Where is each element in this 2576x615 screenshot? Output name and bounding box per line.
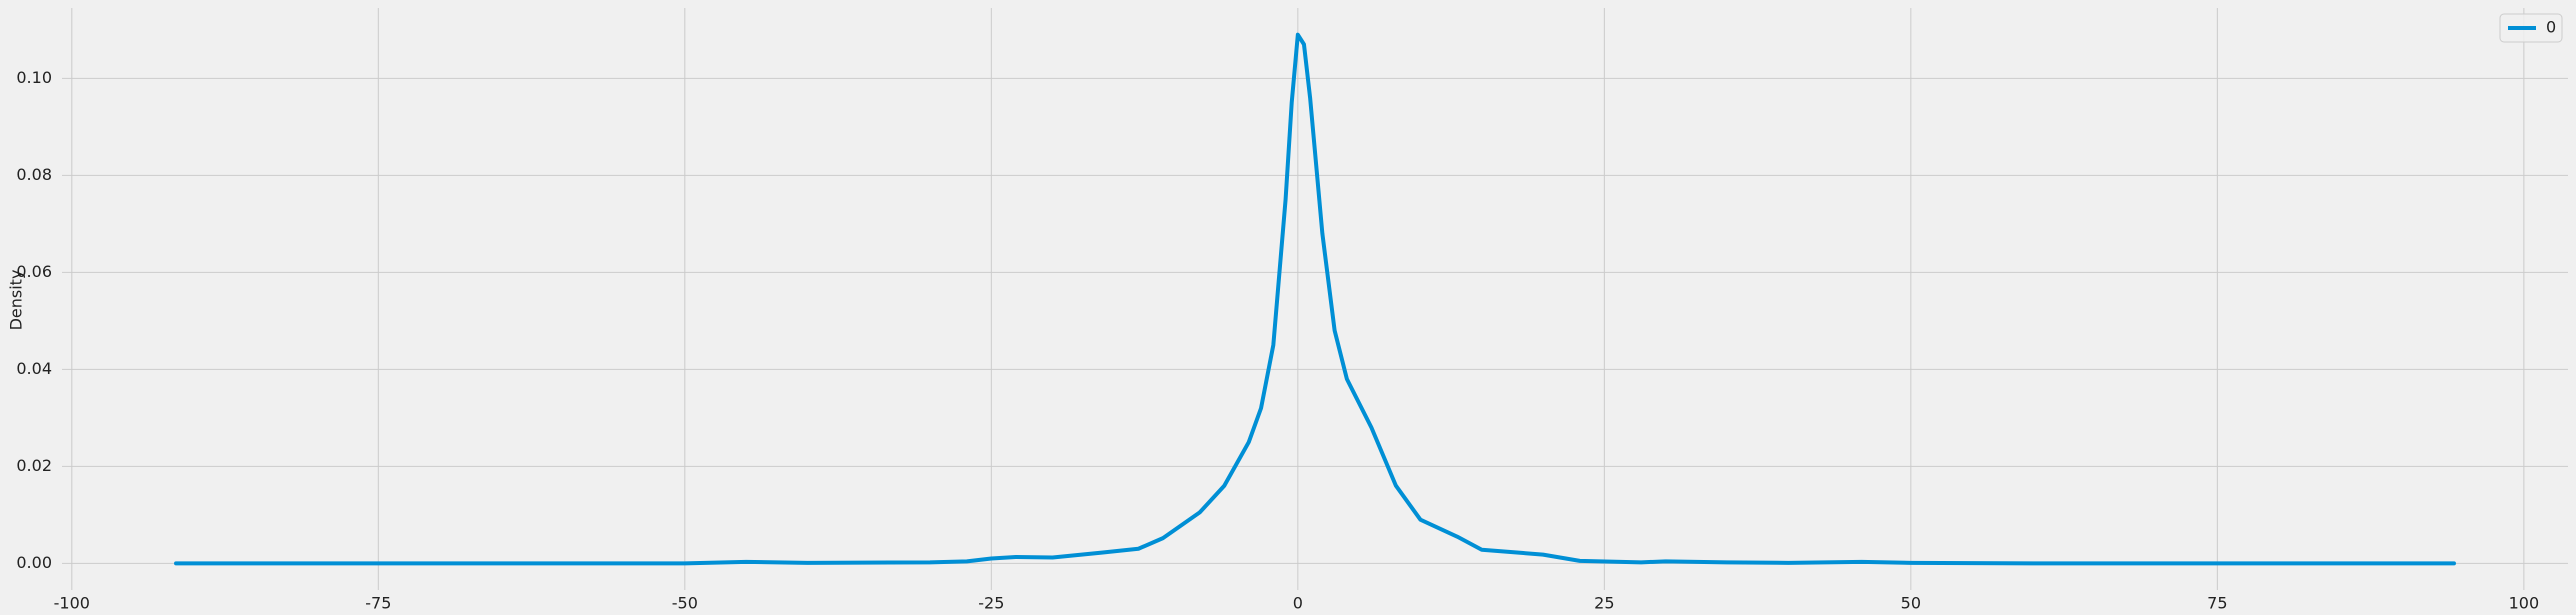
density-line	[174, 32, 2456, 566]
y-tick-label: 0.04	[16, 359, 52, 378]
x-tick-label: 100	[2509, 594, 2540, 613]
x-tick-label: -100	[54, 594, 90, 613]
x-tick-label: 75	[2207, 594, 2227, 613]
grid	[62, 8, 2568, 590]
x-tick-label: -25	[978, 594, 1004, 613]
y-tick-label: 0.02	[16, 456, 52, 475]
x-tick-label: -50	[672, 594, 698, 613]
x-tick-label: -75	[365, 594, 391, 613]
x-tick-label: 50	[1901, 594, 1921, 613]
legend-label: 0	[2546, 18, 2556, 37]
x-tick-label: 25	[1594, 594, 1614, 613]
y-tick-label: 0.06	[16, 262, 52, 281]
y-tick-label: 0.10	[16, 68, 52, 87]
y-tick-label: 0.00	[16, 553, 52, 572]
y-axis-label: Density	[7, 270, 26, 331]
x-tick-label: 0	[1293, 594, 1303, 613]
y-tick-label: 0.08	[16, 165, 52, 184]
